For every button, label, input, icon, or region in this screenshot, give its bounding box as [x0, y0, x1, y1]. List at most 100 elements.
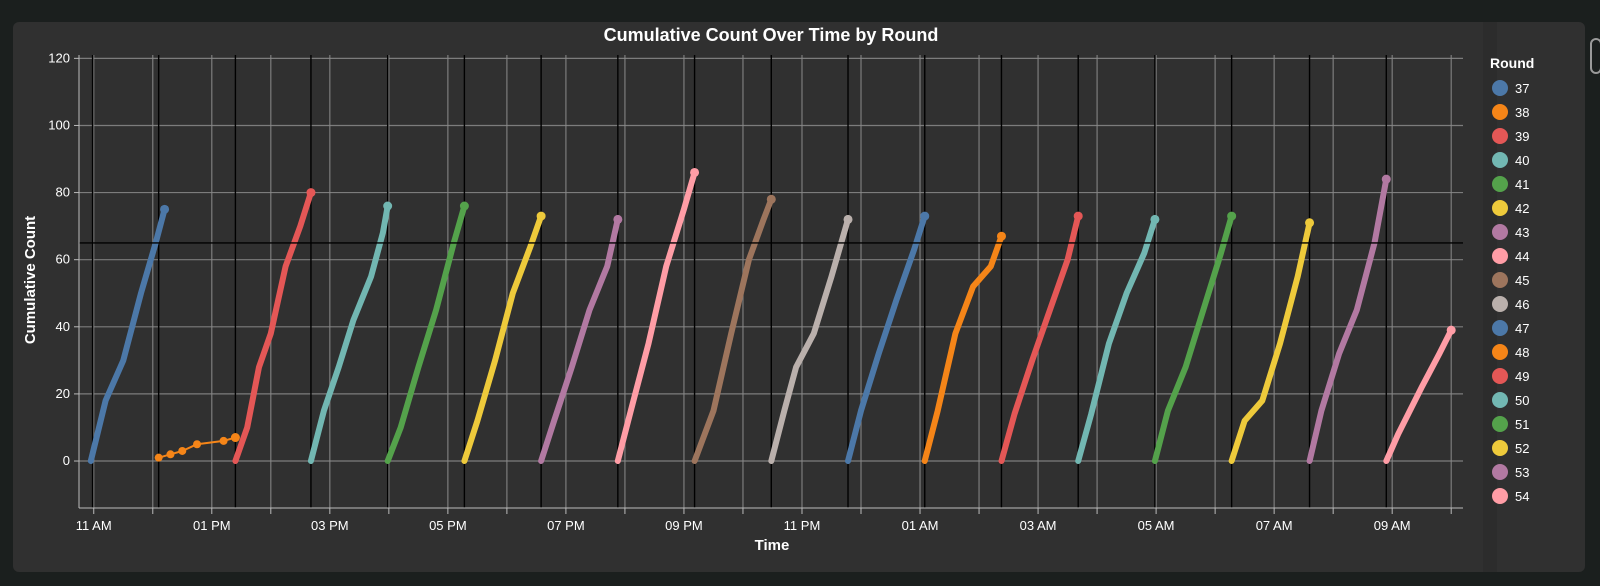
series-line-48: [921, 233, 1005, 464]
series-end-point-46: [843, 214, 853, 224]
legend-label-38: 38: [1515, 105, 1529, 120]
series-point-38: [166, 450, 175, 459]
legend-swatch-50: [1492, 392, 1508, 408]
legend-label-37: 37: [1515, 81, 1529, 96]
series-end-point-39: [306, 188, 316, 198]
legend-label-49: 49: [1515, 369, 1529, 384]
series-end-point-51: [1227, 211, 1237, 221]
legend-swatch-40: [1492, 152, 1508, 168]
series-end-point-43: [613, 214, 623, 224]
series-line-42: [461, 213, 545, 464]
y-tick-label: 100: [48, 117, 70, 132]
legend-title: Round: [1490, 55, 1534, 71]
y-tick-label: 80: [56, 185, 70, 200]
series-line-44: [614, 169, 698, 464]
series-end-point-49: [1073, 211, 1083, 221]
legend: Round 37 38 39 40 41 42 43 44 45 46 47 48 49 50 51 52 53 5…: [1490, 55, 1534, 504]
series-end-point-54: [1446, 325, 1456, 335]
legend-swatch-37: [1492, 80, 1508, 96]
x-tick-label: 07 PM: [547, 518, 585, 533]
series-end-point-45: [766, 194, 776, 204]
legend-swatch-52: [1492, 440, 1508, 456]
legend-label-41: 41: [1515, 177, 1529, 192]
round-boundaries: [91, 55, 1387, 508]
series-end-point-48: [996, 231, 1006, 241]
legend-swatch-53: [1492, 464, 1508, 480]
legend-label-46: 46: [1515, 297, 1529, 312]
x-tick-label: 11 AM: [76, 518, 112, 533]
x-tick-label: 01 PM: [193, 518, 231, 533]
series-group: [87, 167, 1456, 464]
x-tick-label: 11 PM: [784, 518, 821, 533]
legend-label-48: 48: [1515, 345, 1529, 360]
x-axis-title: Time: [755, 537, 790, 554]
x-tick-label: 01 AM: [902, 518, 939, 533]
legend-swatch-42: [1492, 200, 1508, 216]
x-tick-label: 05 PM: [429, 518, 467, 533]
series-line-51: [1151, 213, 1235, 464]
series-line-45: [691, 196, 775, 464]
series-end-point-47: [920, 211, 930, 221]
legend-label-42: 42: [1515, 201, 1529, 216]
legend-label-50: 50: [1515, 393, 1529, 408]
x-tick-label: 03 PM: [311, 518, 349, 533]
x-tick-label: 09 PM: [665, 518, 703, 533]
series-line-53: [1306, 176, 1390, 464]
x-tick-label: 05 AM: [1138, 518, 1175, 533]
legend-swatch-51: [1492, 416, 1508, 432]
series-point-38: [178, 446, 187, 455]
series-point-38: [219, 436, 228, 445]
legend-swatch-44: [1492, 248, 1508, 264]
y-tick-label: 40: [56, 319, 70, 334]
series-line-52: [1228, 219, 1313, 464]
legend-swatch-41: [1492, 176, 1508, 192]
legend-swatch-46: [1492, 296, 1508, 312]
series-line-47: [845, 213, 928, 464]
axes: 0 20 40 60 80 100 120 11 AM 01 PM 03 PM 05 PM 07 PM…: [48, 50, 1463, 533]
legend-label-51: 51: [1515, 417, 1529, 432]
series-end-point-52: [1305, 218, 1315, 228]
legend-swatch-43: [1492, 224, 1508, 240]
legend-swatch-48: [1492, 344, 1508, 360]
window-edge-handle: [1590, 38, 1600, 74]
series-line-41: [384, 203, 468, 464]
series-line-43: [538, 216, 621, 464]
legend-label-45: 45: [1515, 273, 1529, 288]
y-tick-label: 120: [48, 50, 70, 65]
legend-label-44: 44: [1515, 249, 1529, 264]
series-point-38: [193, 440, 202, 449]
series-line-50: [1075, 216, 1158, 464]
series-end-point-44: [690, 167, 700, 177]
legend-label-52: 52: [1515, 441, 1529, 456]
legend-label-43: 43: [1515, 225, 1529, 240]
x-tick-label: 07 AM: [1256, 518, 1293, 533]
series-end-point-37: [160, 204, 170, 214]
series-end-point-41: [459, 201, 469, 211]
legend-swatch-45: [1492, 272, 1508, 288]
y-tick-label: 20: [56, 386, 70, 401]
series-line-40: [307, 203, 391, 464]
series-line-46: [768, 216, 851, 464]
series-end-point-50: [1150, 214, 1160, 224]
x-tick-label: 03 AM: [1020, 518, 1057, 533]
legend-label-40: 40: [1515, 153, 1529, 168]
series-end-point-38: [230, 433, 240, 443]
series-line-39: [232, 189, 314, 464]
legend-swatch-38: [1492, 104, 1508, 120]
chart-panel: [13, 22, 1585, 572]
series-line-37: [87, 206, 168, 464]
y-tick-label: 60: [56, 252, 70, 267]
y-tick-label: 0: [63, 453, 70, 468]
legend-swatch-47: [1492, 320, 1508, 336]
y-axis-title: Cumulative Count: [22, 216, 39, 344]
legend-label-53: 53: [1515, 465, 1529, 480]
legend-label-47: 47: [1515, 321, 1529, 336]
series-line-54: [1383, 327, 1455, 464]
chart-title: Cumulative Count Over Time by Round: [604, 25, 939, 45]
legend-swatch-39: [1492, 128, 1508, 144]
legend-swatch-49: [1492, 368, 1508, 384]
series-point-38: [154, 453, 163, 462]
legend-label-39: 39: [1515, 129, 1529, 144]
series-end-point-40: [383, 201, 393, 211]
